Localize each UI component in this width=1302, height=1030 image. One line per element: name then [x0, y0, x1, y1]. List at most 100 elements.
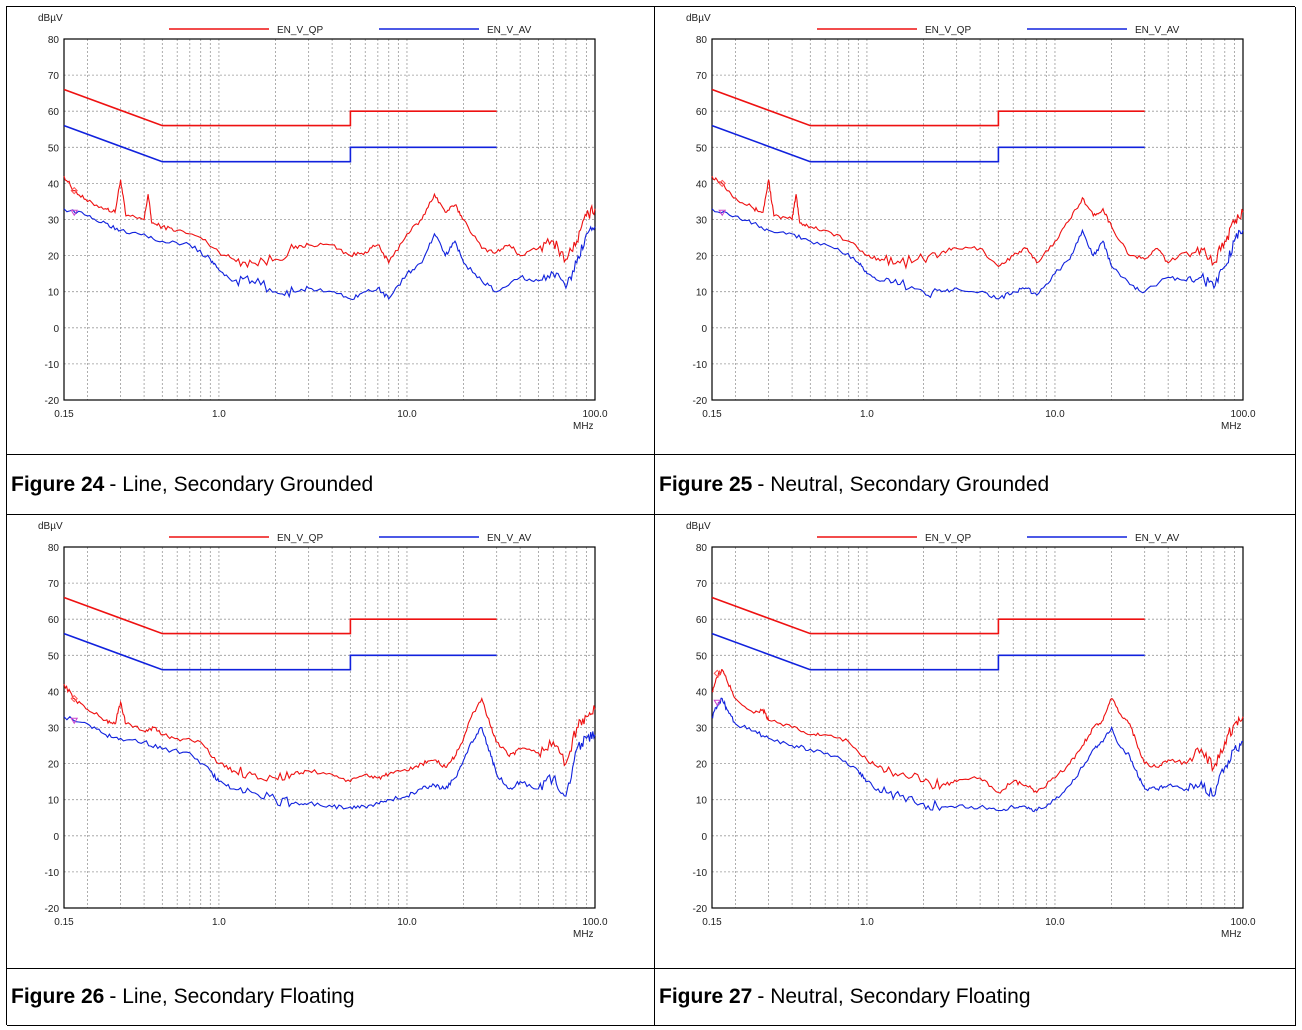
y-axis-label: dBµV: [686, 521, 711, 532]
y-tick-label: 40: [48, 179, 60, 190]
x-tick-label: 0.15: [54, 917, 74, 928]
x-tick-label: 100.0: [1230, 917, 1255, 928]
x-tick-label: 1.0: [212, 917, 226, 928]
limit-line: [63, 88, 497, 127]
plot-frame: [63, 546, 596, 909]
chart-cell-26: 80 70 60 50 40 30 20 10 0 -10 -20 0.15 1.0 10.0 100.0 d…: [7, 515, 655, 969]
measurement-trace: [63, 208, 596, 301]
emission-chart: 80 70 60 50 40 30 20 10 0 -10 -20 0.15 1.0 10.0 100.0 d…: [686, 13, 1256, 432]
y-tick-label: 20: [696, 252, 708, 263]
limit-line: [63, 596, 497, 635]
caption-number: Figure 26: [11, 985, 105, 1008]
plot-frame: [711, 38, 1244, 401]
y-tick-label: 50: [48, 651, 60, 662]
y-tick-label: 20: [48, 252, 60, 263]
x-tick-label: 100.0: [1230, 409, 1255, 420]
peak-marker: [713, 699, 722, 707]
peak-marker: [70, 717, 79, 725]
grid: [712, 547, 1243, 908]
caption-text: - Line, Secondary Floating: [109, 985, 355, 1008]
y-tick-label: 80: [696, 543, 708, 554]
y-axis-label: dBµV: [38, 521, 63, 532]
x-tick-label: 1.0: [860, 409, 874, 420]
y-tick-label: 0: [53, 832, 59, 843]
measurement-trace: [711, 175, 1244, 270]
y-axis-label: dBµV: [686, 13, 711, 24]
limit-line: [711, 596, 1145, 635]
y-tick-label: 0: [701, 832, 707, 843]
peak-marker: [70, 186, 78, 195]
x-tick-label: 10.0: [397, 917, 417, 928]
x-tick-label: 1.0: [860, 917, 874, 928]
y-tick-label: -20: [693, 904, 708, 915]
y-tick-label: 20: [696, 760, 708, 771]
y-tick-label: 0: [53, 324, 59, 335]
y-tick-label: 10: [696, 288, 708, 299]
figure-table: 80 70 60 50 40 30 20 10 0 -10 -20 0.15 1.0 10.0 100.0 d…: [6, 6, 1296, 1026]
y-tick-label: 60: [48, 107, 60, 118]
legend-entry: EN_V_AV: [1135, 533, 1180, 544]
x-tick-label: 0.15: [54, 409, 74, 420]
y-tick-label: 0: [701, 324, 707, 335]
measurement-trace: [711, 669, 1244, 794]
y-tick-label: 40: [696, 179, 708, 190]
caption-number: Figure 24: [11, 472, 105, 496]
y-tick-label: 50: [48, 143, 60, 154]
legend-entry: EN_V_AV: [487, 25, 532, 36]
y-axis-label: dBµV: [38, 13, 63, 24]
y-tick-label: 30: [48, 216, 60, 227]
y-tick-label: -10: [45, 360, 60, 371]
legend-entry: EN_V_QP: [277, 533, 323, 544]
y-tick-label: 10: [696, 796, 708, 807]
y-tick-label: 70: [696, 579, 708, 590]
peak-marker: [718, 179, 726, 188]
caption-text: - Neutral, Secondary Grounded: [757, 472, 1050, 496]
limit-line: [63, 632, 497, 671]
x-tick-label: 1.0: [212, 409, 226, 420]
y-tick-label: -10: [45, 868, 60, 879]
legend-entry: EN_V_QP: [925, 533, 971, 544]
x-axis-label: MHz: [573, 421, 594, 432]
y-tick-label: 50: [696, 651, 708, 662]
y-tick-label: 70: [48, 579, 60, 590]
y-tick-label: 60: [696, 615, 708, 626]
peak-marker: [718, 209, 727, 217]
y-tick-label: 60: [48, 615, 60, 626]
limit-line: [711, 632, 1145, 671]
measurement-trace: [63, 176, 596, 269]
y-tick-label: 80: [48, 543, 60, 554]
grid: [712, 39, 1243, 400]
y-tick-label: 70: [696, 71, 708, 82]
caption-24: Figure 24 - Line, Secondary Grounded: [7, 455, 655, 515]
x-axis-label: MHz: [1221, 929, 1242, 940]
limit-line: [711, 124, 1145, 163]
x-tick-label: 10.0: [1045, 409, 1065, 420]
y-tick-label: 20: [48, 760, 60, 771]
y-tick-label: 60: [696, 107, 708, 118]
y-tick-label: 10: [48, 288, 60, 299]
y-tick-label: 30: [48, 724, 60, 735]
y-tick-label: 40: [696, 687, 708, 698]
limit-line: [63, 124, 497, 163]
measurement-trace: [63, 684, 596, 783]
caption-25: Figure 25 - Neutral, Secondary Grounded: [655, 455, 1296, 515]
peak-marker: [713, 669, 721, 678]
x-axis-label: MHz: [573, 929, 594, 940]
caption-number: Figure 27: [659, 985, 753, 1008]
emission-chart: 80 70 60 50 40 30 20 10 0 -10 -20 0.15 1.0 10.0 100.0 d…: [686, 521, 1256, 940]
measurement-trace: [711, 208, 1244, 300]
y-tick-label: 50: [696, 143, 708, 154]
legend-entry: EN_V_AV: [1135, 25, 1180, 36]
limit-line: [711, 88, 1145, 127]
grid: [64, 547, 595, 908]
plot-frame: [711, 546, 1244, 909]
legend-entry: EN_V_QP: [925, 25, 971, 36]
y-tick-label: 30: [696, 724, 708, 735]
emission-chart: 80 70 60 50 40 30 20 10 0 -10 -20 0.15 1.0 10.0 100.0 d…: [38, 13, 608, 432]
x-tick-label: 0.15: [702, 409, 722, 420]
measurement-trace: [711, 697, 1244, 813]
caption-27: Figure 27 - Neutral, Secondary Floating: [655, 969, 1296, 1026]
caption-text: - Neutral, Secondary Floating: [757, 985, 1031, 1008]
y-tick-label: -10: [693, 868, 708, 879]
y-tick-label: -20: [45, 904, 60, 915]
